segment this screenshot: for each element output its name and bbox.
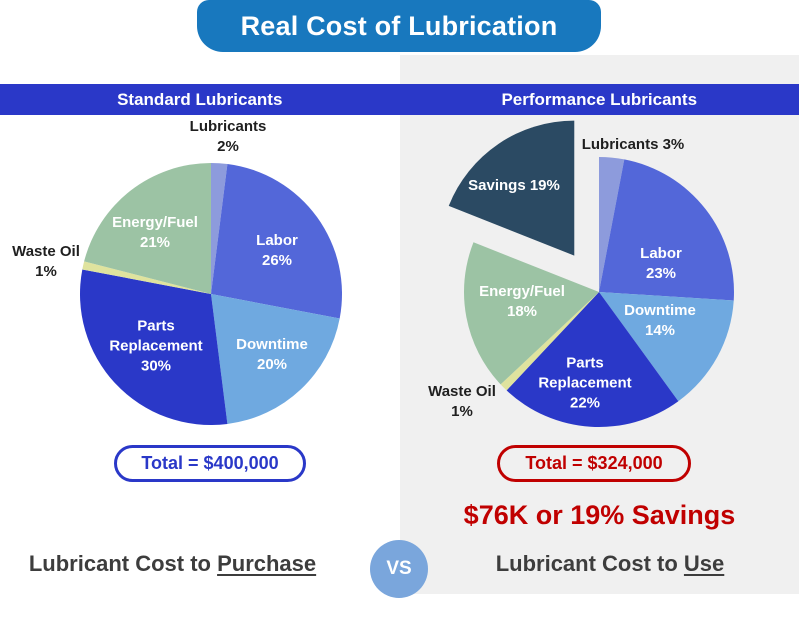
- page-title: Real Cost of Lubrication: [240, 10, 558, 41]
- pie-slice-labor: [211, 164, 343, 319]
- section-title-performance-lubricants: Performance Lubricants: [501, 89, 698, 109]
- pie-slice-energy-fuel: [464, 242, 599, 385]
- right-footer-prefix: Lubricant Cost to: [495, 551, 684, 576]
- pie-slice-lubricants: [599, 157, 625, 292]
- pie-label-parts-replacement: Parts Replacement 30%: [109, 317, 203, 374]
- vs-text: VS: [386, 558, 412, 579]
- left-footer-label: Lubricant Cost to Purchase: [20, 551, 325, 577]
- vs-badge: VS: [370, 540, 428, 598]
- pie-label-lubricants: Lubricants 3%: [581, 136, 685, 154]
- standard-total-badge: Total = $400,000: [114, 445, 306, 482]
- pie-label-parts-replacement: Parts Replacement 22%: [538, 354, 632, 411]
- standard-total-text: Total = $400,000: [141, 453, 279, 473]
- pie-label-labor: Labor 23%: [640, 245, 682, 282]
- section-title-standard-lubricants: Standard Lubricants: [117, 89, 283, 109]
- standard-lubricants-pie-chart: [79, 163, 343, 426]
- performance-total-text: Total = $324,000: [525, 453, 663, 473]
- pie-slice-lubricants: [211, 163, 228, 294]
- pie-slice-waste-oil: [500, 292, 599, 391]
- pie-label-waste-oil: Waste Oil 1%: [12, 243, 80, 280]
- pie-label-downtime: Downtime 14%: [624, 302, 696, 339]
- pie-slice-labor: [599, 159, 734, 301]
- pie-slice-downtime: [599, 292, 734, 402]
- pie-slice-parts-replacement: [79, 269, 228, 426]
- section-header-bar: Standard Lubricants Performance Lubrican…: [0, 84, 799, 115]
- pie-label-energy-fuel: Energy/Fuel 21%: [112, 214, 198, 251]
- pie-label-downtime: Downtime 20%: [236, 336, 308, 373]
- savings-callout: $76K or 19% Savings: [463, 500, 736, 530]
- pie-slice-savings: [448, 120, 575, 256]
- title-banner: Real Cost of Lubrication: [197, 0, 601, 52]
- left-footer-prefix: Lubricant Cost to: [28, 551, 218, 576]
- performance-lubricants-pie-chart: [448, 120, 734, 427]
- left-footer-underlined: Purchase: [217, 551, 317, 576]
- right-footer-underlined: Use: [683, 551, 725, 576]
- pie-slice-parts-replacement: [506, 292, 679, 427]
- pie-label-lubricants: Lubricants 2%: [189, 118, 267, 155]
- right-footer-label: Lubricant Cost to Use: [460, 551, 760, 577]
- pie-slice-waste-oil: [82, 261, 211, 294]
- pie-label-savings: Savings 19%: [468, 177, 560, 195]
- pie-label-labor: Labor 26%: [256, 232, 298, 269]
- pie-slice-downtime: [211, 294, 340, 424]
- pie-label-energy-fuel: Energy/Fuel 18%: [479, 283, 565, 320]
- pie-label-waste-oil: Waste Oil 1%: [428, 383, 496, 420]
- pie-slice-energy-fuel: [84, 163, 211, 294]
- performance-total-badge: Total = $324,000: [497, 445, 691, 482]
